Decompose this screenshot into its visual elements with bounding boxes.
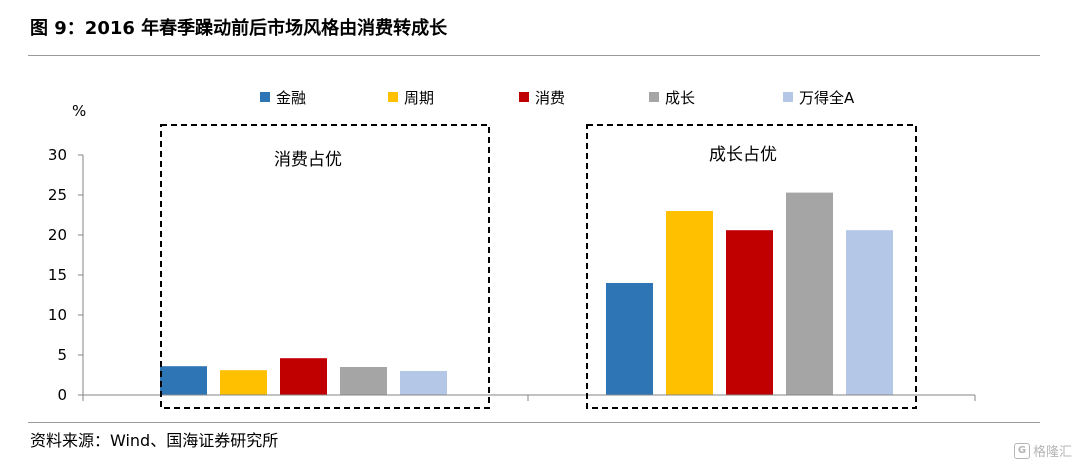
bar: [846, 230, 893, 395]
y-tick-label: 20: [48, 226, 67, 244]
y-tick-label: 30: [48, 146, 67, 164]
legend-swatch: [388, 92, 398, 102]
legend-label: 万得全A: [799, 89, 855, 107]
legend-swatch: [783, 92, 793, 102]
y-tick-label: 10: [48, 306, 67, 324]
bar: [340, 367, 387, 395]
bar: [606, 283, 653, 395]
y-tick-label: 5: [57, 346, 67, 364]
y-axis-label: %: [72, 102, 86, 120]
box-annotation: 消费占优: [274, 150, 342, 170]
bar-series: [160, 192, 893, 395]
chart-title: 图 9：2016 年春季躁动前后市场风格由消费转成长: [30, 18, 448, 39]
legend-label: 周期: [404, 89, 434, 107]
dashed-highlight-box: [586, 124, 917, 409]
watermark-text: 格隆汇: [1032, 445, 1072, 460]
legend-label: 消费: [535, 89, 565, 107]
title-divider: [28, 55, 1040, 56]
dashed-highlight-box: [160, 124, 490, 409]
y-axis: 0 5 10 15 20 25 30: [48, 146, 84, 404]
legend-swatch: [260, 92, 270, 102]
legend-swatch: [649, 92, 659, 102]
bar: [666, 211, 713, 395]
y-tick-label: 15: [48, 266, 67, 284]
highlight-boxes: 消费占优 成长占优: [160, 124, 917, 409]
legend-swatch: [519, 92, 529, 102]
source-note: 资料来源：Wind、国海证券研究所: [30, 431, 279, 450]
legend-label: 金融: [276, 89, 306, 107]
bar: [160, 366, 207, 395]
bar: [400, 371, 447, 395]
bar: [786, 192, 833, 395]
watermark-logo-icon: G: [1013, 442, 1030, 459]
watermark: G 格隆汇: [1013, 441, 1072, 460]
bar: [280, 358, 327, 395]
y-tick-label: 0: [57, 386, 67, 404]
bar: [726, 230, 773, 395]
source-divider: [28, 422, 1040, 423]
legend-label: 成长: [665, 89, 695, 107]
y-tick-label: 25: [48, 186, 67, 204]
chart-legend: 金融 周期 消费 成长 万得全A: [260, 89, 855, 107]
bar: [220, 370, 267, 395]
box-annotation: 成长占优: [709, 145, 777, 165]
